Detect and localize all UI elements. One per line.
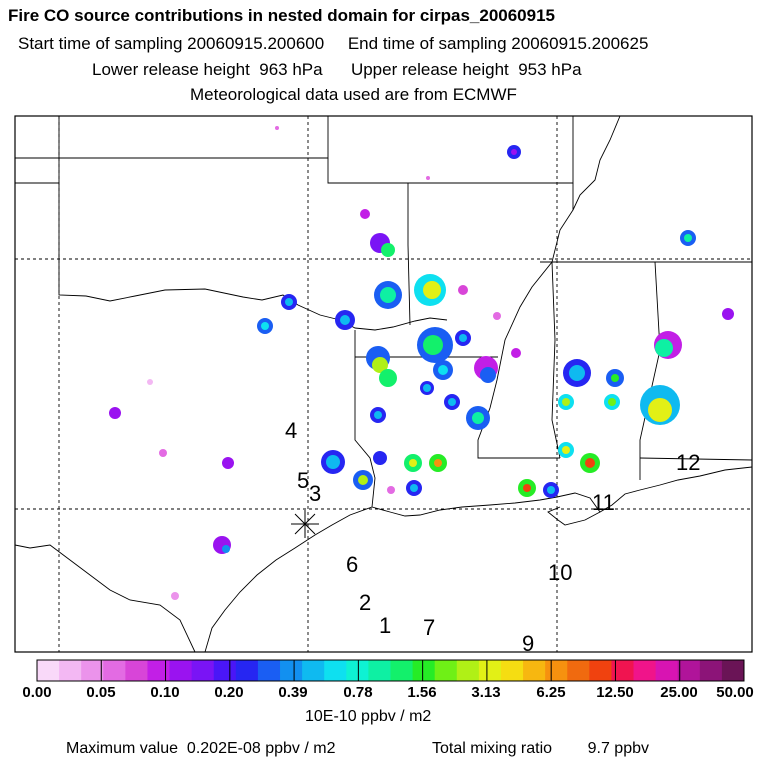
sampling-start: Start time of sampling 20060915.200600 [18, 34, 325, 53]
colorbar-segment [500, 660, 524, 681]
point-label: 5 [297, 468, 309, 493]
sampling-times: Start time of sampling 20060915.200600 E… [18, 34, 648, 54]
colorbar-tick-label: 25.00 [660, 684, 698, 701]
colorbar-segment [302, 660, 325, 681]
colorbar-segment [655, 660, 679, 681]
colorbar-segment [412, 660, 436, 681]
coastline [14, 466, 753, 653]
state-borders [15, 115, 753, 508]
met-data-note: Meteorological data used are from ECMWF [190, 85, 517, 104]
point-label: 6 [346, 552, 358, 577]
colorbar-segment [456, 660, 480, 681]
colorbar-segment [37, 660, 60, 681]
lower-release-height: Lower release height 963 hPa [92, 60, 323, 79]
colorbar-segment [434, 660, 458, 681]
colorbar-segment [257, 660, 281, 681]
colorbar-segment [81, 660, 104, 681]
colorbar-tick-label: 0.39 [278, 684, 308, 701]
colorbar-segment [235, 660, 259, 681]
point-label: 4 [285, 418, 297, 443]
max-value-text: Maximum value 0.202E-08 ppbv / m2 [66, 740, 336, 757]
point-label: 2 [359, 590, 371, 615]
colorbar-segment [721, 660, 745, 681]
colorbar-units: 10E-10 ppbv / m2 [305, 708, 432, 725]
point-label: 10 [548, 560, 572, 585]
point-label: 3 [309, 481, 321, 506]
colorbar-tick-label: 0.10 [150, 684, 180, 701]
colorbar-segment [545, 660, 568, 681]
colorbar-segment [59, 660, 82, 681]
point-label: 12 [676, 450, 700, 475]
colorbar-segment [147, 660, 171, 681]
total-mixing-ratio-text: Total mixing ratio 9.7 ppbv [432, 740, 649, 757]
plot-title: Fire CO source contributions in nested d… [8, 6, 555, 25]
colorbar-segment [699, 660, 723, 681]
point-label: 9 [522, 631, 534, 656]
colorbar [37, 660, 745, 681]
colorbar-segment [567, 660, 590, 681]
fire-plumes [109, 126, 734, 600]
colorbar-segment [324, 660, 347, 681]
colorbar-tick-label: 0.05 [86, 684, 116, 701]
release-site-marker [291, 510, 319, 538]
colorbar-tick-label: 0.00 [22, 684, 52, 701]
colorbar-segment [368, 660, 391, 681]
point-label: 1 [379, 613, 391, 638]
colorbar-segment [589, 660, 612, 681]
upper-release-height: Upper release height 953 hPa [350, 60, 582, 79]
colorbar-frame [36, 659, 745, 682]
colorbar-segment [103, 660, 126, 681]
colorbar-tick-lines [100, 660, 681, 681]
point-label: 11 [592, 490, 615, 515]
colorbar-segment [478, 660, 502, 681]
colorbar-tick-label: 1.56 [407, 684, 437, 701]
colorbar-tick-label: 0.78 [343, 684, 373, 701]
colorbar-segment [390, 660, 414, 681]
colorbar-segment [169, 660, 193, 681]
lat-lon-grid [15, 116, 752, 652]
release-heights: Lower release height 963 hPa Upper relea… [92, 60, 582, 80]
sampling-end: End time of sampling 20060915.200625 [347, 34, 649, 53]
colorbar-segment [125, 660, 148, 681]
point-labels: 4 5 3 6 2 1 7 10 9 11 12 [285, 418, 700, 656]
colorbar-tick-label: 50.00 [716, 684, 754, 701]
colorbar-segment [633, 660, 657, 681]
point-label: 7 [423, 615, 435, 640]
colorbar-segment [280, 660, 303, 681]
colorbar-segment [677, 660, 701, 681]
colorbar-tick-label: 6.25 [536, 684, 566, 701]
colorbar-segment [346, 660, 369, 681]
colorbar-segment [191, 660, 215, 681]
colorbar-segment [213, 660, 237, 681]
colorbar-tick-label: 3.13 [471, 684, 501, 701]
colorbar-tick-label: 12.50 [596, 684, 634, 701]
colorbar-segment [523, 660, 546, 681]
colorbar-tick-label: 0.20 [214, 684, 244, 701]
colorbar-segment [611, 660, 635, 681]
